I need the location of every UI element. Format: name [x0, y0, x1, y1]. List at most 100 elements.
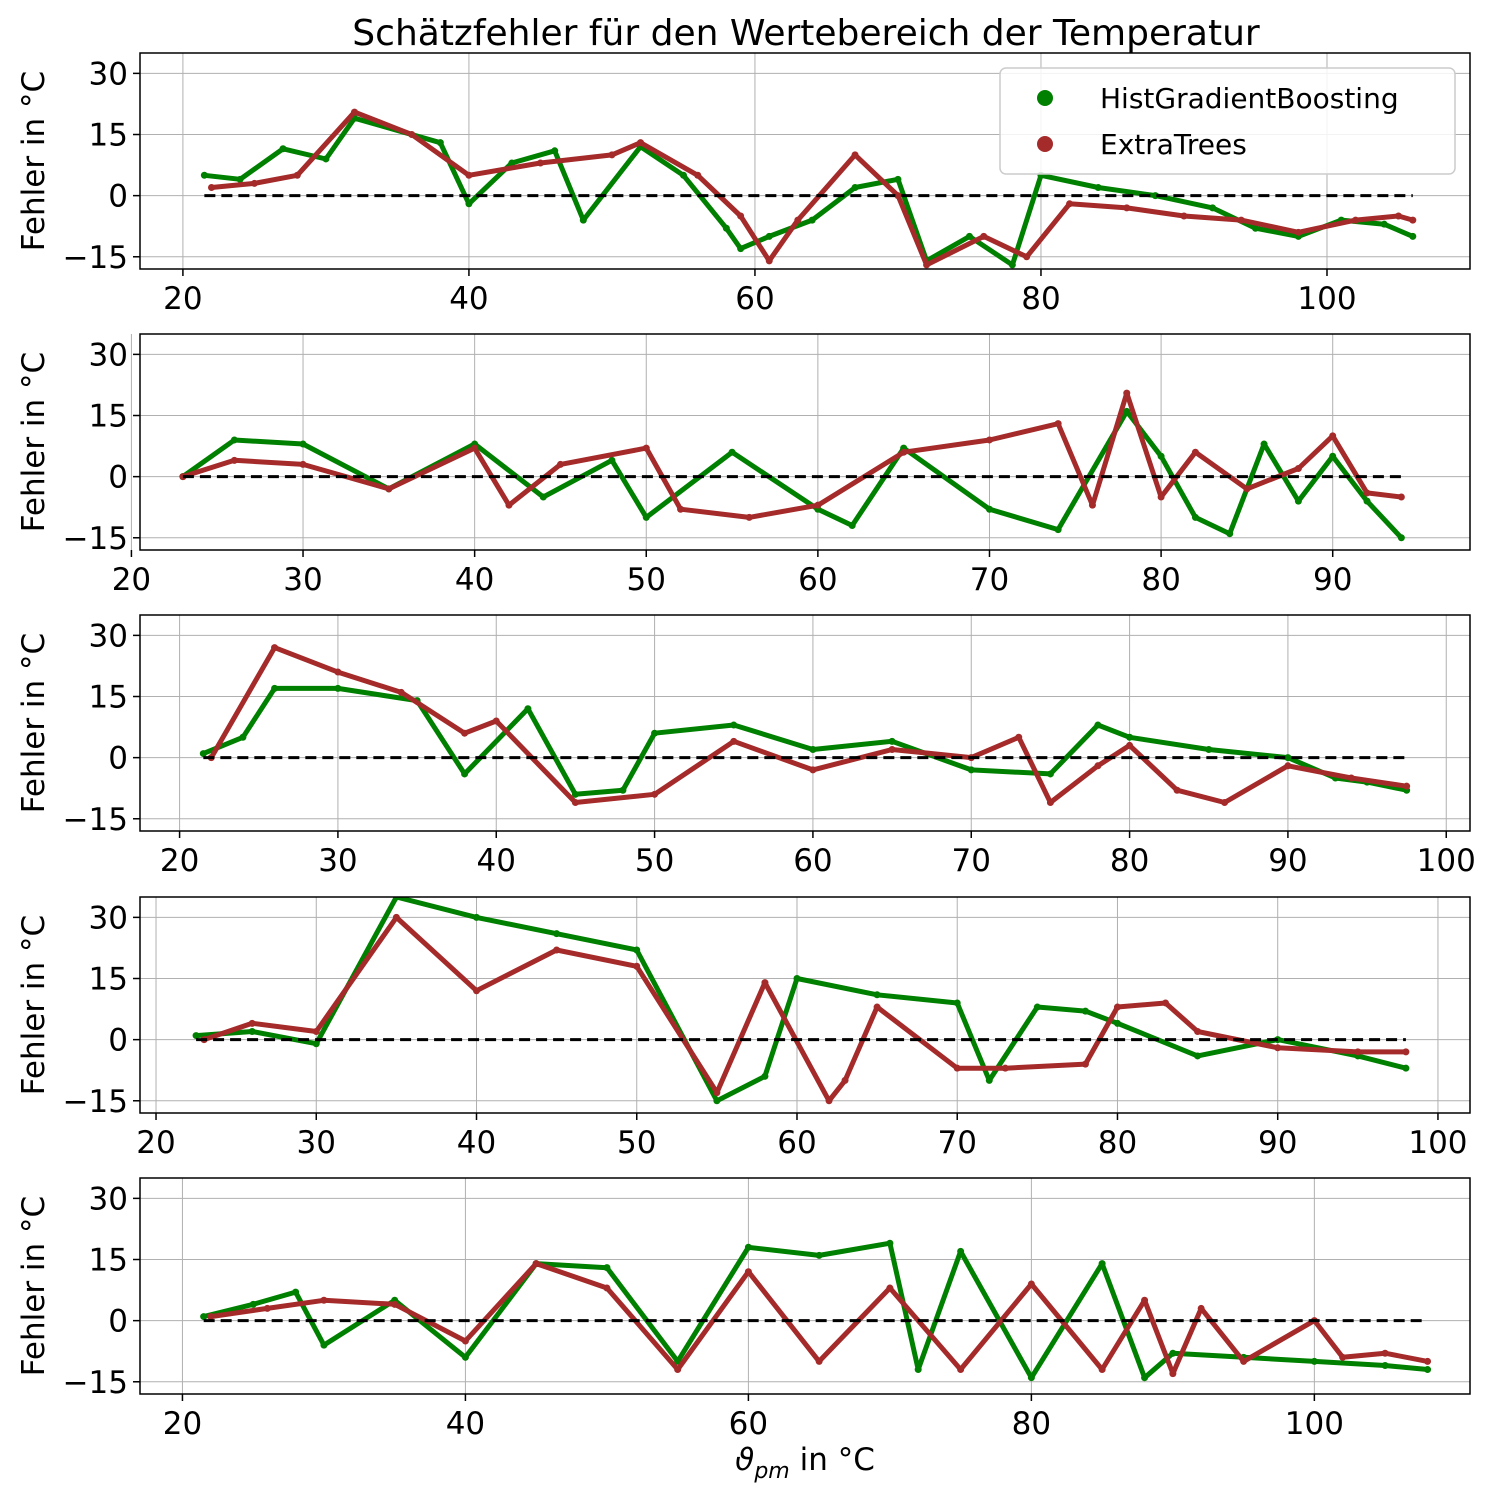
- data-point: [1329, 432, 1337, 440]
- data-point: [1284, 762, 1292, 770]
- data-point: [249, 1300, 257, 1308]
- x-tick-label: 30: [318, 843, 357, 879]
- data-point: [886, 1239, 894, 1247]
- data-point: [761, 1072, 769, 1080]
- plot-area: [200, 108, 1417, 269]
- data-point: [728, 448, 736, 456]
- data-point: [1329, 452, 1337, 460]
- data-point: [1054, 420, 1062, 428]
- data-point: [744, 1268, 752, 1276]
- data-point: [1180, 212, 1188, 220]
- data-point: [677, 505, 685, 513]
- data-point: [320, 1296, 328, 1304]
- series-ExtraTrees: [207, 644, 1411, 806]
- data-point: [980, 232, 988, 240]
- data-point: [1294, 228, 1302, 236]
- y-axis-label: Fehler in °C: [16, 352, 52, 532]
- data-point: [923, 261, 931, 269]
- data-point: [199, 750, 207, 758]
- data-point: [299, 460, 307, 468]
- x-tick-label: 20: [163, 1406, 202, 1442]
- data-point: [391, 1300, 399, 1308]
- data-point: [1294, 497, 1302, 505]
- data-point: [250, 179, 258, 187]
- x-tick-label: 60: [735, 281, 774, 317]
- data-point: [279, 145, 287, 153]
- data-point: [730, 737, 738, 745]
- data-point: [1284, 754, 1292, 762]
- data-point: [1194, 1027, 1202, 1035]
- data-point: [848, 522, 856, 530]
- x-tick-label: 20: [136, 1125, 175, 1161]
- data-point: [1157, 452, 1165, 460]
- data-point: [1169, 1370, 1177, 1378]
- data-point: [553, 946, 561, 954]
- data-point: [556, 460, 564, 468]
- y-axis-label: Fehler in °C: [16, 633, 52, 813]
- data-point: [894, 175, 902, 183]
- series-trace: [209, 109, 1416, 268]
- data-point: [886, 1284, 894, 1292]
- plot-area: [200, 1239, 1432, 1382]
- data-point: [1113, 1019, 1121, 1027]
- data-point: [1339, 1353, 1347, 1361]
- data-point: [608, 456, 616, 464]
- y-tick-label: −15: [63, 240, 128, 276]
- y-tick-label: 15: [89, 680, 128, 716]
- data-point: [1381, 1361, 1389, 1369]
- data-point: [825, 1097, 833, 1105]
- data-point: [1402, 1048, 1410, 1056]
- data-point: [292, 1288, 300, 1296]
- data-point: [236, 175, 244, 183]
- data-point: [392, 913, 400, 921]
- data-point: [1088, 501, 1096, 509]
- data-point: [230, 456, 238, 464]
- data-point: [505, 501, 513, 509]
- y-tick-label: 0: [108, 1023, 128, 1059]
- data-point: [312, 1040, 320, 1048]
- data-point: [1126, 741, 1134, 749]
- data-point: [888, 737, 896, 745]
- y-tick-label: 0: [108, 460, 128, 496]
- axes-frame: [139, 333, 1471, 551]
- data-point: [730, 721, 738, 729]
- data-point: [1098, 1366, 1106, 1374]
- x-tick-label: 60: [777, 1125, 816, 1161]
- data-point: [1424, 1366, 1432, 1374]
- y-tick-label: 30: [89, 1181, 128, 1217]
- axes-frame: [139, 52, 1471, 270]
- y-tick-label: 30: [89, 900, 128, 936]
- data-point: [1081, 1060, 1089, 1068]
- data-point: [888, 745, 896, 753]
- data-point: [651, 729, 659, 737]
- data-point: [713, 1097, 721, 1105]
- series-ExtraTrees: [200, 913, 1410, 1105]
- data-point: [761, 979, 769, 987]
- data-point: [271, 644, 279, 652]
- data-point: [1226, 530, 1234, 538]
- data-point: [1123, 204, 1131, 212]
- data-point: [793, 975, 801, 983]
- data-point: [873, 1003, 881, 1011]
- y-tick-label: 30: [89, 56, 128, 92]
- data-point: [1191, 513, 1199, 521]
- x-tick-label: 90: [1313, 562, 1352, 598]
- series-ExtraTrees: [208, 108, 1417, 269]
- data-point: [808, 216, 816, 224]
- data-point: [436, 139, 444, 147]
- x-tick-label: 100: [1417, 843, 1476, 879]
- data-point: [679, 171, 687, 179]
- series-trace: [208, 1261, 1431, 1377]
- data-point: [651, 790, 659, 798]
- data-point: [1251, 224, 1259, 232]
- data-point: [492, 717, 500, 725]
- data-point: [1162, 999, 1170, 1007]
- data-point: [322, 155, 330, 163]
- data-point: [1046, 798, 1054, 806]
- data-point: [1363, 489, 1371, 497]
- x-tick-label: 100: [1408, 1125, 1467, 1161]
- plot-area: [192, 897, 1410, 1105]
- data-point: [1094, 762, 1102, 770]
- data-point: [1352, 216, 1360, 224]
